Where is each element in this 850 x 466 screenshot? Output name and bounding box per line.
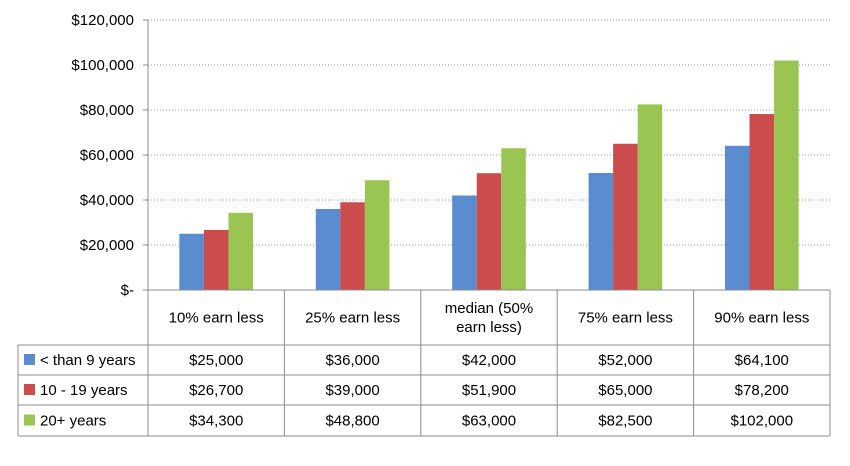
data-table-cell: $25,000: [189, 352, 243, 369]
y-tick-label: $60,000: [80, 147, 134, 164]
bar: [724, 145, 750, 290]
bar: [476, 173, 502, 290]
data-table-cell: $78,200: [735, 382, 789, 399]
x-category-label: earn less): [456, 319, 522, 336]
bar: [203, 229, 229, 290]
bar: [228, 212, 254, 290]
bar: [364, 180, 390, 290]
bar: [613, 143, 638, 290]
y-tick-label: $100,000: [71, 57, 134, 74]
x-category-label: 25% earn less: [305, 310, 400, 327]
data-table-cell: $42,000: [462, 352, 516, 369]
x-category-label: 10% earn less: [169, 310, 264, 327]
data-table-cell: $36,000: [325, 352, 379, 369]
x-category-label: median (50%: [445, 300, 533, 317]
legend-swatch: [24, 354, 35, 365]
x-category-label: 75% earn less: [578, 310, 673, 327]
data-table-cell: $82,500: [598, 413, 652, 430]
bar: [749, 114, 775, 290]
data-table-cell: $26,700: [189, 382, 243, 399]
data-table-cell: $102,000: [731, 413, 794, 430]
x-category-label: 90% earn less: [714, 310, 809, 327]
y-tick-label: $80,000: [80, 102, 134, 119]
data-table-cell: $64,100: [735, 352, 789, 369]
bar: [179, 233, 204, 290]
legend-label: 20+ years: [40, 413, 106, 430]
bar: [637, 104, 663, 290]
bar: [340, 202, 365, 290]
data-table-cell: $34,300: [189, 413, 243, 430]
y-tick-label: $20,000: [80, 237, 134, 254]
y-tick-label: $120,000: [71, 12, 134, 29]
data-table-cell: $65,000: [598, 382, 652, 399]
legend-swatch: [24, 384, 35, 395]
bar: [588, 173, 614, 290]
legend-label: 10 - 19 years: [40, 382, 128, 399]
bar: [452, 195, 477, 290]
bar: [315, 209, 341, 290]
data-table-cell: $48,800: [325, 413, 379, 430]
legend-swatch: [24, 414, 35, 426]
y-tick-label: $-: [121, 282, 134, 299]
y-tick-label: $40,000: [80, 192, 134, 209]
data-table-cell: $63,000: [462, 413, 516, 430]
data-table-cell: $39,000: [325, 382, 379, 399]
data-table-cell: $51,900: [462, 382, 516, 399]
bar: [774, 60, 799, 290]
bar: [501, 148, 526, 290]
legend-label: < than 9 years: [40, 352, 135, 369]
data-table-cell: $52,000: [598, 352, 652, 369]
